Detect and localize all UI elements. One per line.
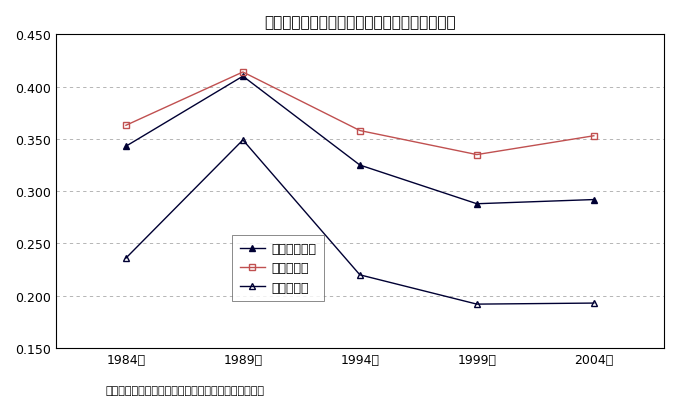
有業者あり bbox=[239, 71, 247, 75]
Title: 高齢者夫婦世帯の年収に関するジニ係数の推移: 高齢者夫婦世帯の年収に関するジニ係数の推移 bbox=[264, 15, 456, 30]
高齢夫婦世帯 bbox=[356, 163, 364, 168]
有業者あり bbox=[590, 134, 598, 139]
Line: 有業者あり: 有業者あり bbox=[123, 70, 597, 158]
Legend: 高齢夫婦世帯, 有業者あり, 有業者なし: 高齢夫婦世帯, 有業者あり, 有業者なし bbox=[232, 235, 324, 301]
Line: 高齢夫婦世帯: 高齢夫婦世帯 bbox=[122, 73, 598, 208]
高齢夫婦世帯 bbox=[590, 198, 598, 203]
有業者なし bbox=[356, 273, 364, 277]
有業者なし bbox=[473, 302, 481, 307]
高齢夫婦世帯 bbox=[122, 144, 130, 149]
有業者なし bbox=[239, 138, 247, 143]
Text: （資料）総務省「全国消費実態調査」に基づいて作成: （資料）総務省「全国消費実態調査」に基づいて作成 bbox=[105, 385, 264, 395]
高齢夫婦世帯 bbox=[239, 75, 247, 79]
高齢夫婦世帯 bbox=[473, 202, 481, 207]
Line: 有業者なし: 有業者なし bbox=[122, 137, 598, 308]
有業者なし bbox=[590, 301, 598, 306]
有業者あり bbox=[122, 124, 130, 128]
有業者なし bbox=[122, 256, 130, 261]
有業者あり bbox=[473, 153, 481, 158]
有業者あり bbox=[356, 129, 364, 134]
